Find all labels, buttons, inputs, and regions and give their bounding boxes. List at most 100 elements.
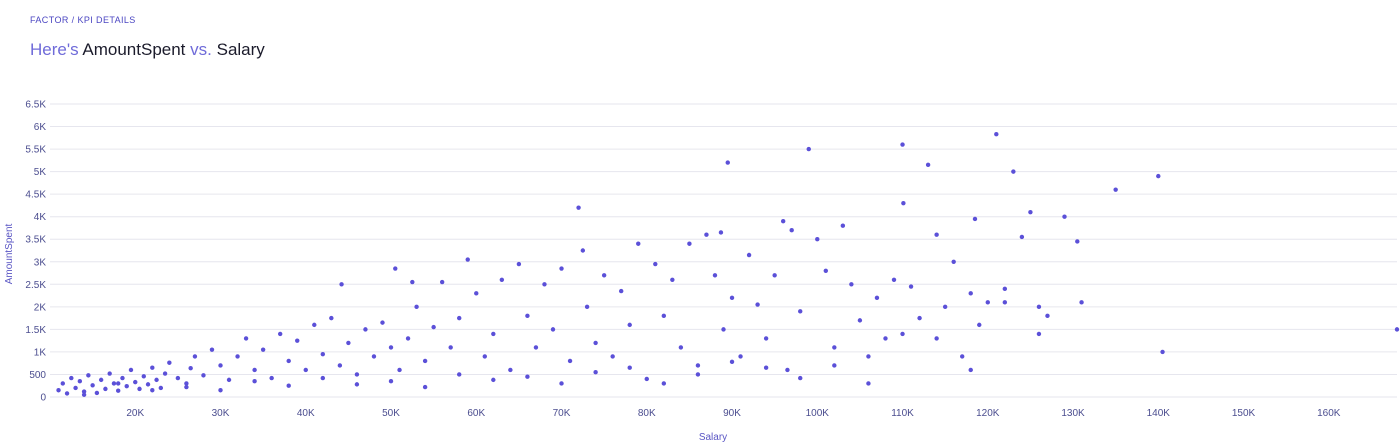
data-point[interactable] xyxy=(124,383,129,389)
data-point[interactable] xyxy=(116,388,121,393)
data-point[interactable] xyxy=(150,365,155,370)
data-point[interactable] xyxy=(525,374,530,379)
data-point[interactable] xyxy=(286,383,291,388)
data-point[interactable] xyxy=(226,377,232,383)
data-point[interactable] xyxy=(188,365,193,371)
data-point[interactable] xyxy=(815,237,820,242)
data-point[interactable] xyxy=(162,371,168,376)
data-point[interactable] xyxy=(785,367,790,373)
data-point[interactable] xyxy=(593,370,598,375)
data-point[interactable] xyxy=(346,340,351,346)
data-point[interactable] xyxy=(1002,286,1008,292)
data-point[interactable] xyxy=(286,358,291,364)
data-point[interactable] xyxy=(1019,234,1025,240)
data-point[interactable] xyxy=(393,266,398,271)
data-point[interactable] xyxy=(678,345,684,350)
data-point[interactable] xyxy=(133,379,138,385)
data-point[interactable] xyxy=(397,367,402,373)
data-point[interactable] xyxy=(925,162,931,168)
data-point[interactable] xyxy=(866,354,871,359)
data-point[interactable] xyxy=(832,345,837,350)
data-point[interactable] xyxy=(103,386,108,392)
data-point[interactable] xyxy=(763,336,769,341)
data-point[interactable] xyxy=(111,381,117,386)
data-point[interactable] xyxy=(167,360,172,365)
data-point[interactable] xyxy=(798,375,803,381)
data-point[interactable] xyxy=(977,322,982,328)
data-point[interactable] xyxy=(559,266,564,271)
data-point[interactable] xyxy=(806,146,811,152)
data-point[interactable] xyxy=(1028,209,1033,215)
data-point[interactable] xyxy=(491,377,496,383)
data-point[interactable] xyxy=(465,257,470,262)
data-point[interactable] xyxy=(849,282,854,287)
data-point[interactable] xyxy=(901,200,906,206)
data-point[interactable] xyxy=(482,354,487,359)
data-point[interactable] xyxy=(718,230,724,235)
data-point[interactable] xyxy=(661,313,667,319)
data-point[interactable] xyxy=(90,383,95,388)
data-point[interactable] xyxy=(567,358,573,364)
data-point[interactable] xyxy=(1160,349,1165,355)
data-point[interactable] xyxy=(584,304,590,310)
data-point[interactable] xyxy=(763,365,769,370)
data-point[interactable] xyxy=(593,340,598,346)
data-point[interactable] xyxy=(533,345,539,350)
data-point[interactable] xyxy=(354,382,360,387)
data-point[interactable] xyxy=(448,345,453,350)
data-point[interactable] xyxy=(772,273,777,278)
data-point[interactable] xyxy=(789,228,794,233)
data-point[interactable] xyxy=(137,386,142,392)
data-point[interactable] xyxy=(158,385,164,391)
data-point[interactable] xyxy=(94,390,100,396)
data-point[interactable] xyxy=(883,336,888,341)
data-point[interactable] xyxy=(145,382,151,387)
data-point[interactable] xyxy=(832,363,837,368)
data-point[interactable] xyxy=(729,359,735,365)
data-point[interactable] xyxy=(201,373,206,378)
data-point[interactable] xyxy=(636,241,641,246)
data-point[interactable] xyxy=(1036,331,1042,337)
data-point[interactable] xyxy=(798,309,803,314)
data-point[interactable] xyxy=(994,132,999,137)
data-point[interactable] xyxy=(56,388,61,393)
data-point[interactable] xyxy=(968,291,973,296)
data-point[interactable] xyxy=(154,377,159,383)
data-point[interactable] xyxy=(457,372,462,377)
data-point[interactable] xyxy=(235,354,240,359)
data-point[interactable] xyxy=(934,232,939,237)
data-point[interactable] xyxy=(900,142,905,147)
data-point[interactable] xyxy=(840,223,846,228)
data-point[interactable] xyxy=(303,367,308,373)
data-point[interactable] xyxy=(823,268,829,273)
data-point[interactable] xyxy=(69,375,74,381)
data-point[interactable] xyxy=(900,331,905,337)
data-point[interactable] xyxy=(218,388,223,393)
data-point[interactable] xyxy=(942,304,948,310)
data-point[interactable] xyxy=(363,327,368,332)
data-point[interactable] xyxy=(150,388,155,393)
data-point[interactable] xyxy=(474,291,479,296)
data-point[interactable] xyxy=(107,371,112,376)
data-point[interactable] xyxy=(337,363,343,368)
data-point[interactable] xyxy=(653,261,658,267)
data-point[interactable] xyxy=(98,377,104,383)
data-point[interactable] xyxy=(439,279,445,285)
data-point[interactable] xyxy=(508,367,513,373)
data-point[interactable] xyxy=(550,327,556,332)
data-point[interactable] xyxy=(712,273,718,278)
data-point[interactable] xyxy=(252,367,257,373)
data-point[interactable] xyxy=(499,277,505,282)
data-point[interactable] xyxy=(934,336,939,341)
data-point[interactable] xyxy=(209,347,215,352)
data-point[interactable] xyxy=(1036,304,1042,310)
data-point[interactable] xyxy=(755,302,760,307)
data-point[interactable] xyxy=(295,338,300,343)
data-point[interactable] xyxy=(243,336,249,341)
data-point[interactable] xyxy=(1079,300,1084,305)
data-point[interactable] xyxy=(738,354,743,359)
data-point[interactable] xyxy=(388,345,394,350)
data-point[interactable] xyxy=(866,381,871,386)
data-point[interactable] xyxy=(857,318,863,323)
data-point[interactable] xyxy=(320,351,326,357)
